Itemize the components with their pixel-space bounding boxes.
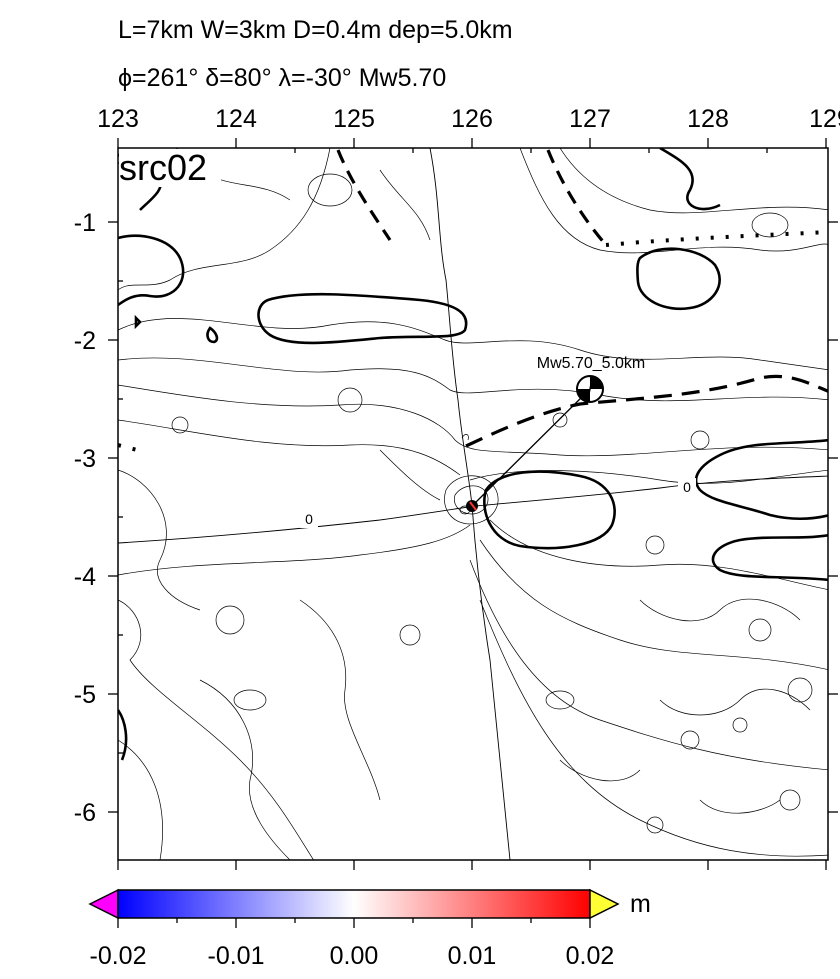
zero-contour-label: 0	[683, 479, 691, 495]
colorbar-tick-label: 0.00	[330, 942, 379, 970]
colorbar-tick-label: -0.01	[208, 942, 265, 970]
y-tick-labels: -1 -2 -3 -4 -5 -6	[74, 209, 96, 827]
x-tick-label: 126	[451, 105, 493, 133]
x-tick-labels: 123 124 125 126 127 128 129	[97, 105, 840, 133]
colorbar-over-triangle	[589, 888, 620, 920]
colorbar-unit: m	[630, 890, 651, 918]
colorbar-gradient	[117, 889, 591, 919]
x-tick-label: 127	[569, 105, 611, 133]
x-tick-label: 123	[97, 105, 139, 133]
y-tick-label: -1	[74, 209, 96, 237]
contour-layer	[118, 148, 828, 860]
mechanism-label: Mw5.70_5.0km	[537, 355, 646, 372]
source-markers: Mw5.70_5.0km	[466, 355, 645, 512]
colorbar-tick-label: 0.01	[448, 942, 497, 970]
fault-trace	[469, 501, 477, 511]
colorbar-tick-label: 0.02	[566, 942, 615, 970]
colorbar-tick-label: -0.02	[90, 942, 147, 970]
y-tick-label: -5	[74, 681, 96, 709]
colorbar: m -0.02 -0.01 0.00 0.01 0.02	[88, 888, 651, 970]
panel-label-bg	[119, 149, 221, 187]
y-tick-label: -6	[74, 799, 96, 827]
axis-ticks	[108, 138, 838, 870]
title-line-2: ϕ=261° δ=80° λ=-30° Mw5.70	[118, 64, 447, 92]
title-line-1: L=7km W=3km D=0.4m dep=5.0km	[118, 16, 513, 44]
beachball-icon	[576, 375, 604, 403]
x-tick-label: 129	[809, 105, 840, 133]
x-tick-label: 124	[215, 105, 257, 133]
y-tick-label: -4	[74, 563, 96, 591]
mechanism-leader-line	[471, 388, 591, 507]
y-tick-label: -3	[74, 445, 96, 473]
zero-contour-label: 0	[305, 511, 313, 527]
map-frame	[117, 147, 829, 861]
y-tick-label: -2	[74, 327, 96, 355]
x-tick-label: 125	[333, 105, 375, 133]
colorbar-under-triangle	[88, 888, 119, 920]
zero-contour-labels: 0 0	[300, 478, 696, 528]
x-tick-label: 128	[687, 105, 729, 133]
panel-label: src02	[119, 147, 207, 188]
